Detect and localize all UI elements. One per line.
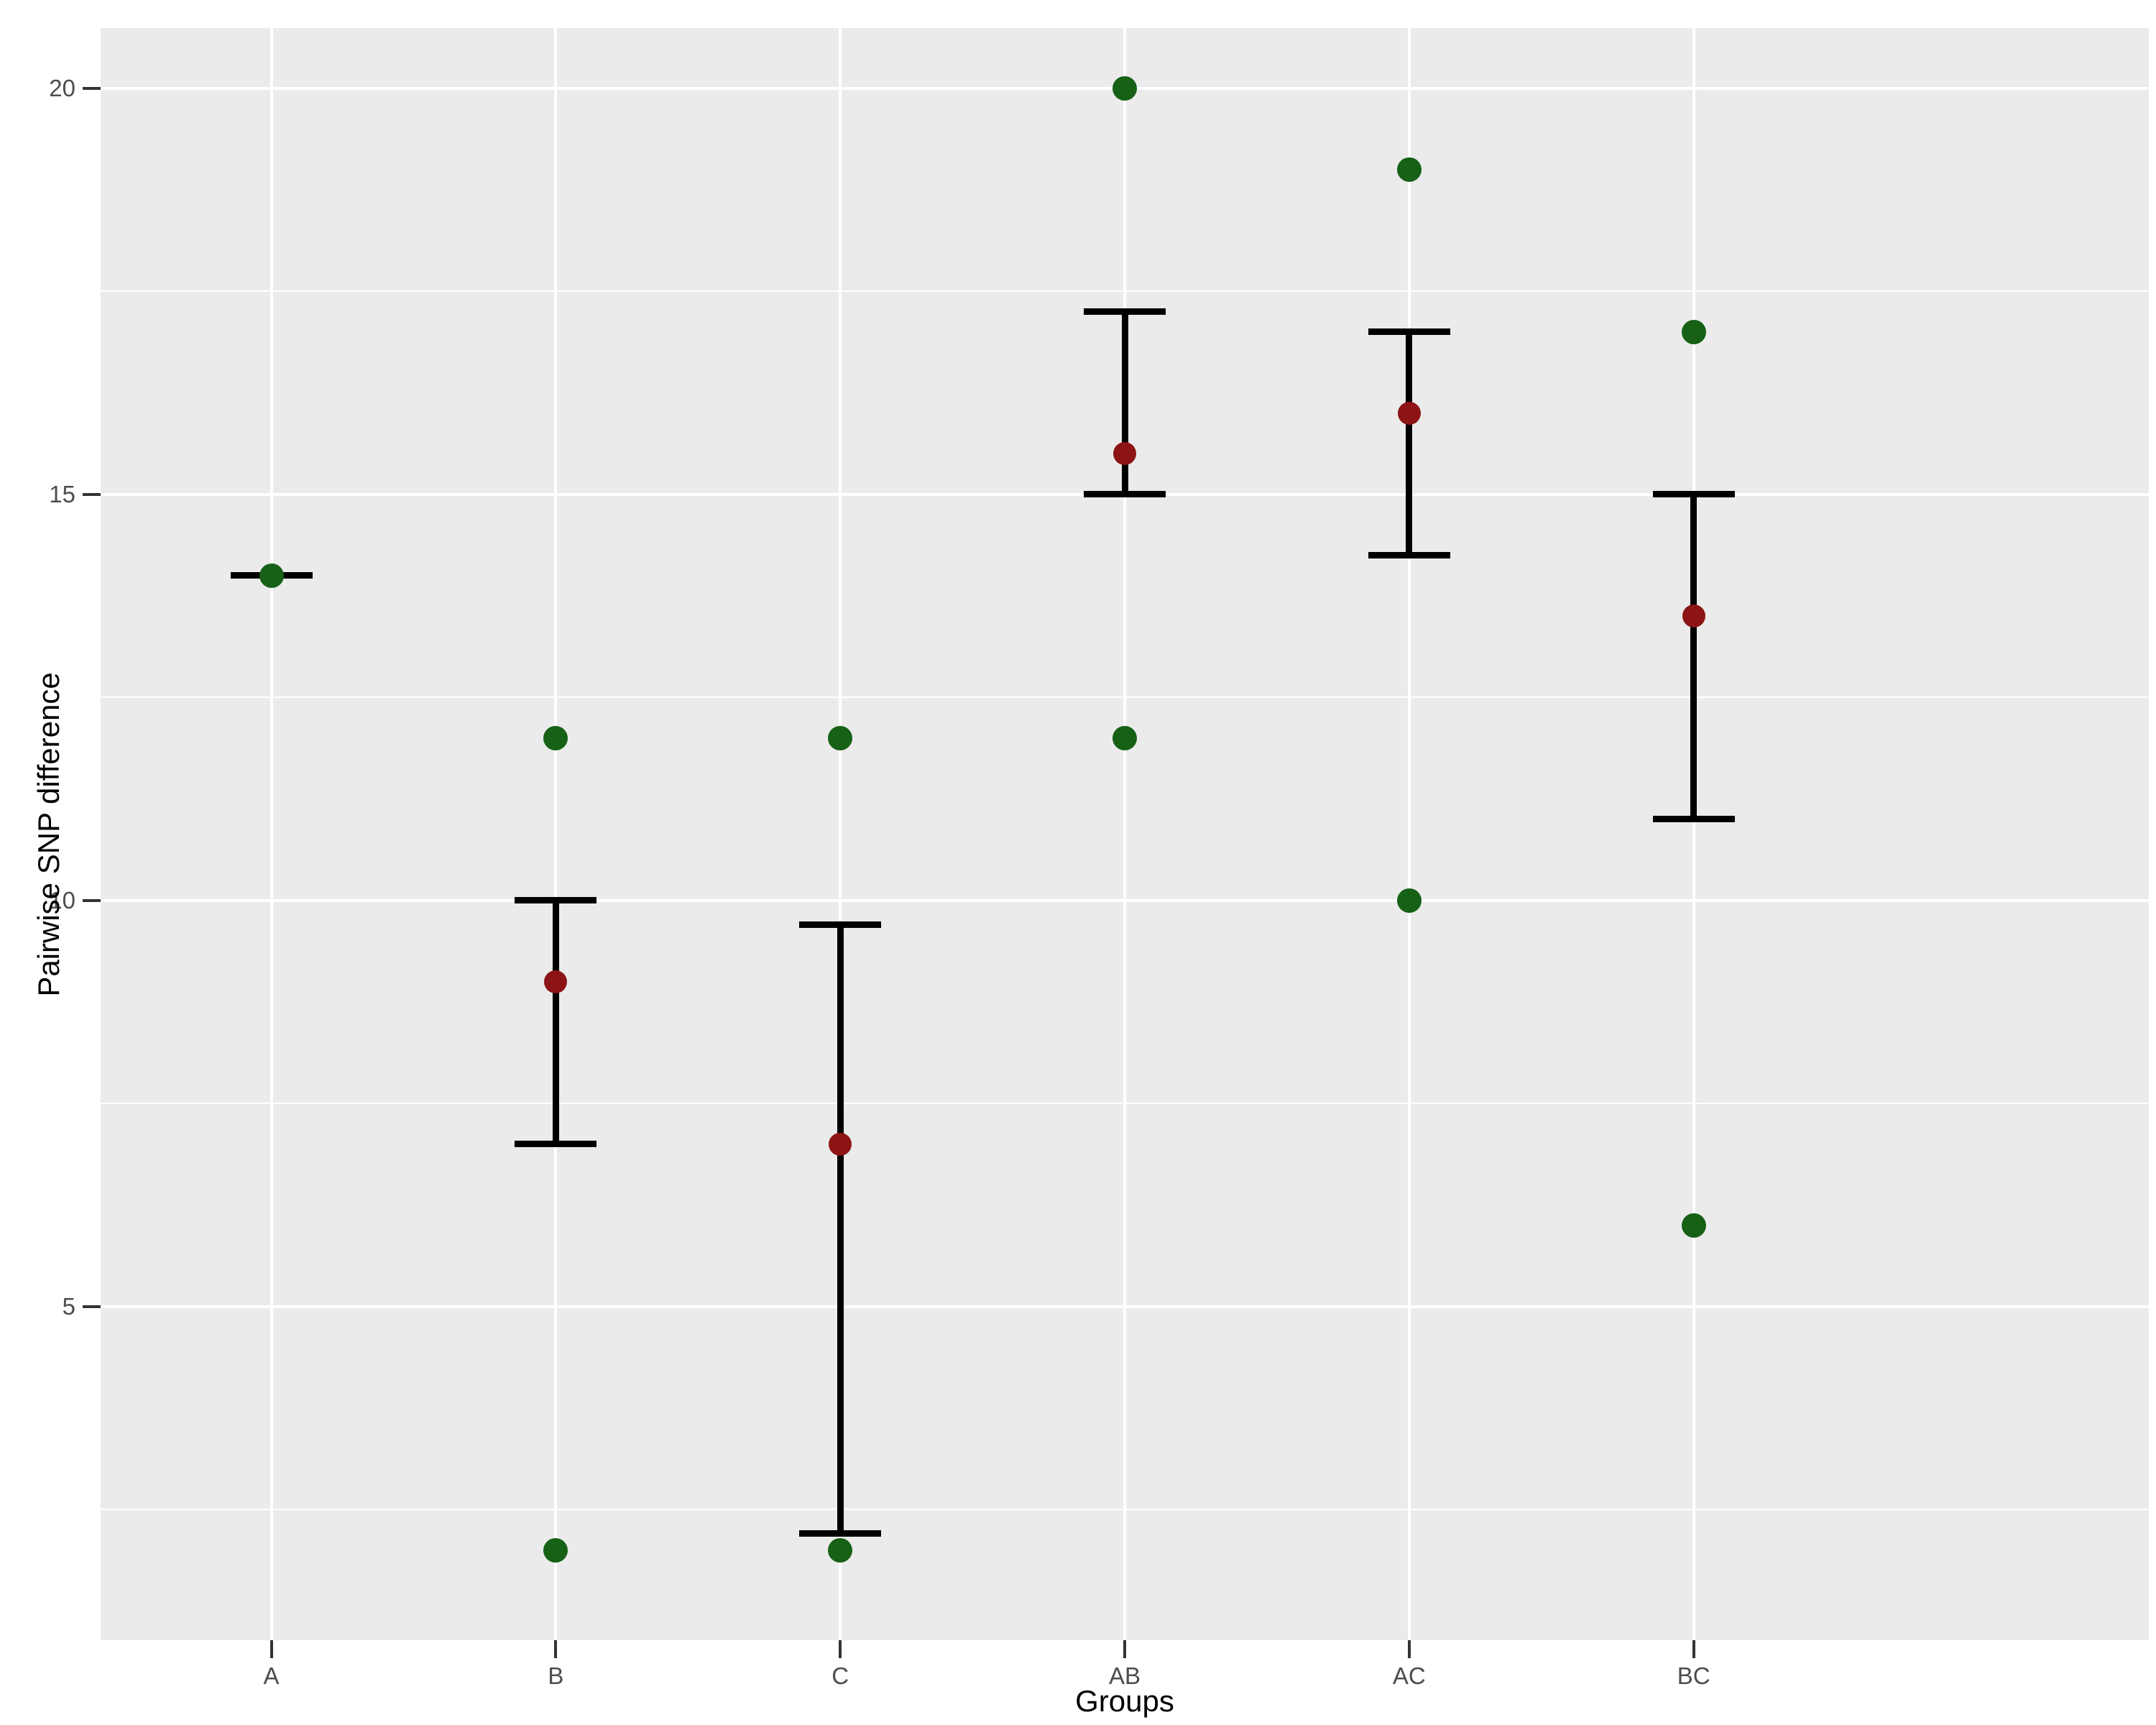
error-bar-cap-bottom — [799, 1530, 882, 1537]
gridline-major-x — [1692, 28, 1695, 1640]
x-tick-label: B — [548, 1662, 564, 1689]
y-tick-label: 20 — [49, 74, 75, 101]
error-bar-stem — [837, 924, 844, 1534]
x-tick-mark — [839, 1640, 842, 1658]
error-bar-cap-top — [799, 921, 882, 928]
y-tick-label: 15 — [49, 480, 75, 507]
error-bar-cap-bottom — [1368, 551, 1450, 558]
x-tick-label: C — [831, 1662, 849, 1689]
observation-point — [1112, 75, 1137, 101]
x-axis-title: Groups — [1075, 1684, 1174, 1718]
y-tick-mark — [83, 898, 101, 902]
x-tick-mark — [554, 1640, 558, 1658]
y-tick-label: 5 — [62, 1292, 75, 1320]
error-bar-cap-top — [515, 897, 597, 904]
mean-point — [544, 970, 568, 993]
y-tick-label: 10 — [49, 886, 75, 914]
error-bar-cap-bottom — [1652, 816, 1735, 823]
error-bar-cap-top — [1652, 491, 1735, 498]
gridline-major-x — [1407, 28, 1411, 1640]
observation-point — [1396, 888, 1422, 913]
y-tick-mark — [83, 492, 101, 496]
plot-panel — [101, 28, 2149, 1640]
error-bar-stem — [552, 900, 559, 1144]
x-tick-mark — [1407, 1640, 1411, 1658]
error-bar-stem — [1690, 494, 1697, 819]
observation-point — [259, 563, 284, 588]
observation-point — [543, 1537, 568, 1563]
observation-point — [1681, 319, 1706, 344]
error-bar-stem — [1121, 311, 1128, 494]
observation-point — [543, 725, 568, 750]
error-bar-cap-top — [1368, 328, 1450, 336]
y-tick-mark — [83, 1305, 101, 1308]
observation-point — [828, 725, 853, 750]
mean-point — [829, 1132, 852, 1156]
gridline-major-x — [554, 28, 558, 1640]
y-axis-title: Pairwise SNP difference — [32, 671, 65, 997]
x-tick-label: AB — [1108, 1662, 1141, 1689]
mean-point — [1682, 604, 1705, 628]
observation-point — [1112, 725, 1137, 750]
gridline-major-x — [1123, 28, 1126, 1640]
error-bar-cap-top — [1084, 308, 1166, 315]
x-tick-mark — [270, 1640, 273, 1658]
error-bar-cap-bottom — [1084, 491, 1166, 498]
x-tick-label: BC — [1677, 1662, 1710, 1689]
gridline-major-x — [270, 28, 273, 1640]
observation-point — [828, 1537, 853, 1563]
x-tick-label: A — [263, 1662, 280, 1689]
observation-point — [1681, 1213, 1706, 1238]
mean-point — [1113, 442, 1136, 466]
error-bar-cap-bottom — [515, 1141, 597, 1148]
x-tick-mark — [1123, 1640, 1126, 1658]
mean-point — [1397, 401, 1421, 425]
x-tick-mark — [1692, 1640, 1695, 1658]
gridline-major-x — [839, 28, 842, 1640]
error-bar-stem — [1406, 331, 1413, 556]
x-tick-label: AC — [1392, 1662, 1426, 1689]
observation-point — [1396, 157, 1422, 182]
y-tick-mark — [83, 86, 101, 90]
